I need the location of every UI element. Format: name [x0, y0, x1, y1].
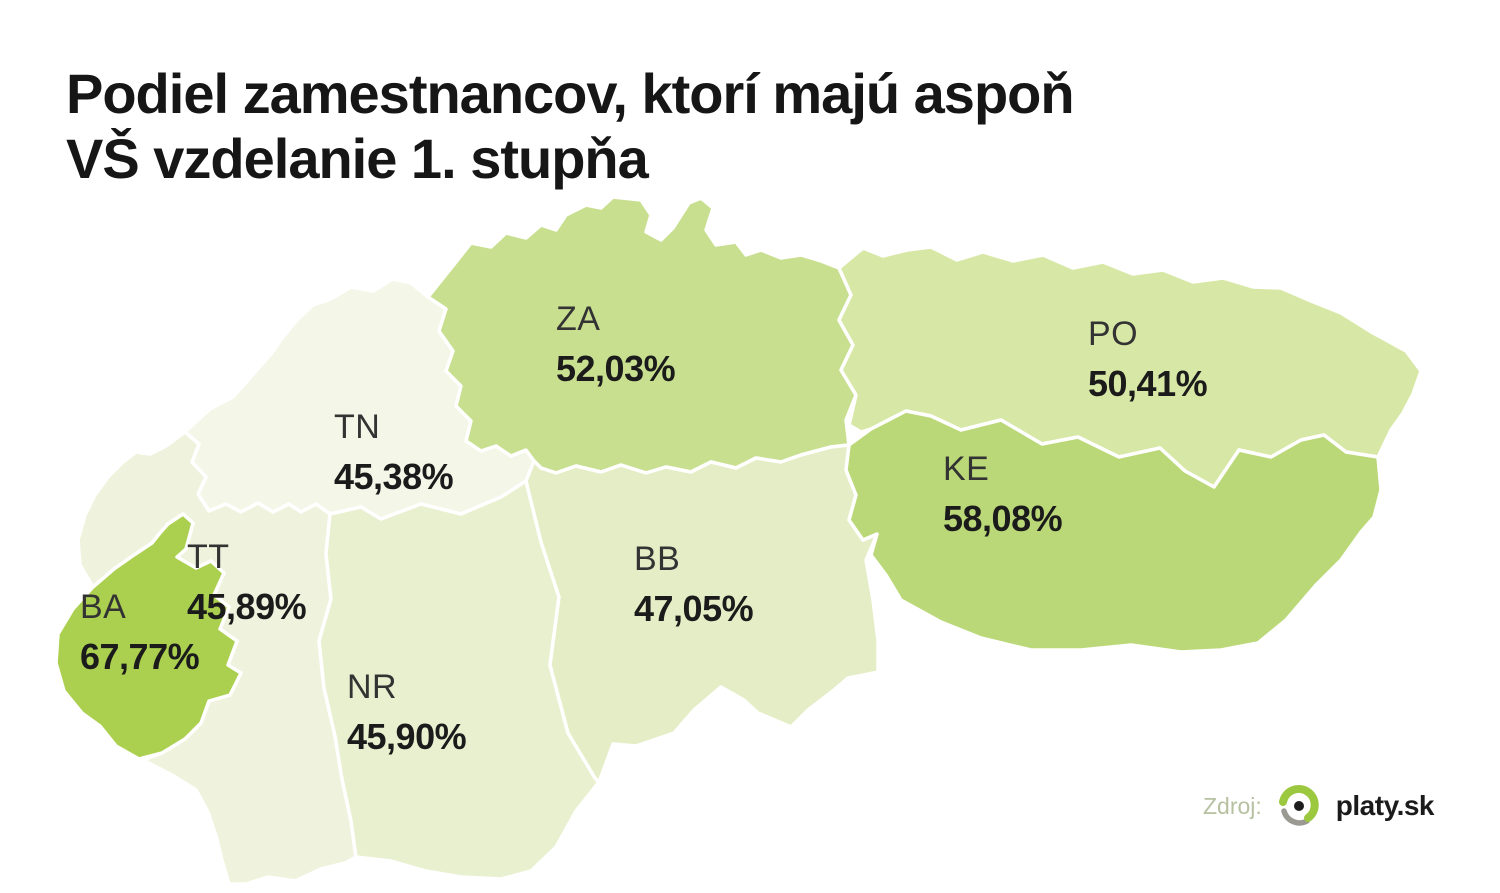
region-value-TT: 45,89% [187, 586, 307, 627]
region-value-TN: 45,38% [334, 456, 454, 497]
page-title: Podiel zamestnancov, ktorí majú aspoň VŠ… [66, 62, 1075, 192]
region-code-PO: PO [1088, 315, 1139, 353]
region-value-PO: 50,41% [1088, 363, 1208, 404]
region-code-KE: KE [943, 450, 990, 488]
region-code-ZA: ZA [556, 300, 601, 338]
region-label-ZA: ZA 52,03% [556, 300, 676, 390]
region-value-BA: 67,77% [80, 636, 200, 677]
region-label-BA: BA 67,77% [80, 588, 200, 678]
region-label-KE: KE 58,08% [943, 450, 1063, 540]
source-label: Zdroj: [1203, 792, 1262, 819]
region-BA [54, 512, 243, 761]
source-brand-text: platy.sk [1335, 790, 1435, 821]
region-code-NR: NR [347, 668, 398, 706]
region-KE [844, 409, 1383, 654]
region-label-TT: TT 45,89% [187, 538, 307, 628]
region-NR [317, 479, 601, 881]
region-BB [524, 443, 880, 784]
region-value-NR: 45,90% [347, 716, 467, 757]
region-code-BA: BA [80, 588, 127, 626]
region-value-ZA: 52,03% [556, 348, 676, 389]
page-title-line2: VŠ vzdelanie 1. stupňa [66, 126, 649, 190]
region-code-TT: TT [187, 538, 230, 576]
region-label-TN: TN 45,38% [334, 408, 454, 498]
region-code-BB: BB [634, 540, 681, 578]
region-label-BB: BB 47,05% [634, 540, 754, 630]
region-label-PO: PO 50,41% [1088, 315, 1208, 405]
page-title-line1: Podiel zamestnancov, ktorí majú aspoň [66, 62, 1075, 125]
region-value-KE: 58,08% [943, 498, 1063, 539]
region-code-TN: TN [334, 408, 381, 446]
region-label-NR: NR 45,90% [347, 668, 467, 758]
region-value-BB: 47,05% [634, 588, 754, 629]
source-attribution: Zdroj: platy.sk [1203, 780, 1435, 832]
platy-sk-logo-icon [1278, 784, 1319, 826]
